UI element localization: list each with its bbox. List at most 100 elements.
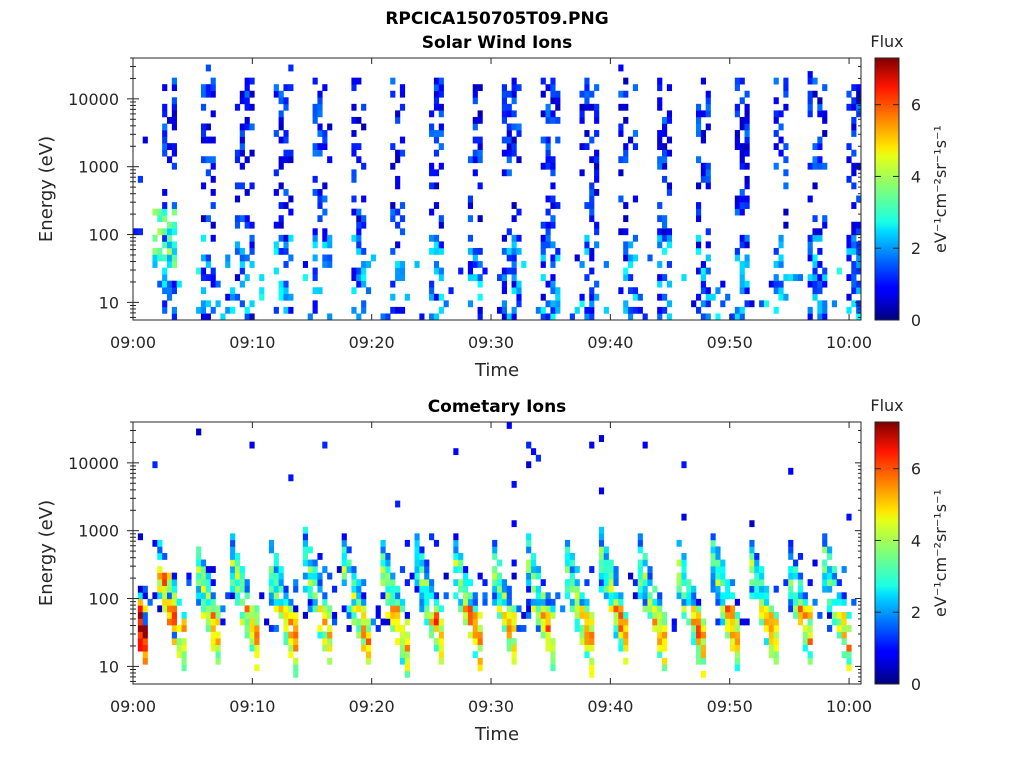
heatmap-cell bbox=[341, 546, 347, 554]
heatmap-cell bbox=[695, 110, 702, 118]
heatmap-cell bbox=[433, 103, 440, 111]
heatmap-cell bbox=[812, 293, 818, 301]
heatmap-cell bbox=[851, 169, 857, 177]
heatmap-cell bbox=[278, 605, 284, 613]
heatmap-cell bbox=[501, 598, 507, 606]
heatmap-cell bbox=[351, 77, 357, 85]
heatmap-cell bbox=[390, 572, 396, 580]
colorbar-tick-label: 2 bbox=[911, 239, 921, 258]
heatmap-cell bbox=[550, 215, 556, 223]
heatmap-cell bbox=[666, 280, 673, 288]
heatmap-cell bbox=[768, 638, 774, 645]
heatmap-cell bbox=[200, 300, 207, 308]
heatmap-cell bbox=[351, 103, 357, 111]
heatmap-cell bbox=[166, 228, 173, 236]
heatmap-cell bbox=[181, 625, 187, 632]
heatmap-cell bbox=[540, 162, 546, 170]
heatmap-cell bbox=[739, 97, 745, 105]
heatmap-cell bbox=[807, 306, 813, 314]
heatmap-cell bbox=[278, 156, 284, 164]
heatmap-cell bbox=[754, 559, 760, 567]
heatmap-cell bbox=[399, 306, 406, 314]
heatmap-cell bbox=[244, 90, 250, 98]
heatmap-cell bbox=[676, 585, 682, 593]
heatmap-cell bbox=[744, 90, 750, 98]
heatmap-cell bbox=[380, 566, 386, 573]
heatmap-cell bbox=[623, 77, 629, 85]
heatmap-cell bbox=[594, 116, 600, 124]
heatmap-cell bbox=[749, 520, 755, 528]
heatmap-cell bbox=[322, 598, 328, 606]
heatmap-cell bbox=[399, 149, 406, 157]
heatmap-cell bbox=[550, 644, 556, 652]
heatmap-cell bbox=[210, 598, 216, 606]
heatmap-cell bbox=[458, 553, 464, 560]
heatmap-cell bbox=[385, 598, 391, 606]
heatmap-cell bbox=[142, 657, 148, 665]
heatmap-cell bbox=[497, 572, 503, 580]
heatmap-cell bbox=[715, 287, 721, 295]
heatmap-cell bbox=[152, 261, 158, 268]
x-tick-label: 10:00 bbox=[826, 333, 872, 352]
heatmap-cell bbox=[171, 572, 177, 580]
heatmap-cell bbox=[210, 189, 216, 196]
heatmap-cell bbox=[351, 149, 357, 157]
heatmap-cell bbox=[734, 247, 740, 255]
heatmap-cell bbox=[535, 625, 541, 632]
heatmap-cell bbox=[589, 215, 595, 223]
heatmap-cell bbox=[302, 585, 309, 593]
heatmap-cell bbox=[395, 110, 401, 118]
heatmap-cell bbox=[734, 202, 740, 209]
heatmap-cell bbox=[438, 306, 444, 314]
heatmap-cell bbox=[429, 592, 435, 600]
heatmap-cell bbox=[312, 110, 318, 118]
heatmap-cell bbox=[142, 605, 148, 613]
heatmap-cell bbox=[734, 631, 740, 639]
heatmap-cell bbox=[763, 605, 770, 613]
heatmap-cell bbox=[817, 110, 823, 118]
heatmap-cell bbox=[166, 585, 173, 593]
heatmap-cell bbox=[827, 585, 833, 593]
heatmap-cell bbox=[773, 625, 779, 632]
heatmap-cell bbox=[720, 300, 726, 308]
heatmap-cell bbox=[317, 202, 323, 209]
heatmap-cell bbox=[662, 143, 668, 150]
heatmap-cell bbox=[356, 247, 362, 255]
heatmap-cell bbox=[812, 228, 818, 236]
heatmap-cell bbox=[239, 143, 245, 150]
heatmap-cell bbox=[395, 592, 401, 600]
heatmap-cell bbox=[768, 605, 774, 613]
heatmap-cell bbox=[302, 559, 309, 567]
heatmap-cell bbox=[695, 611, 702, 619]
heatmap-cell bbox=[851, 228, 857, 236]
heatmap-cell bbox=[662, 162, 668, 170]
heatmap-cell bbox=[322, 254, 328, 262]
heatmap-cell bbox=[331, 611, 338, 619]
heatmap-cell bbox=[827, 605, 833, 613]
heatmap-cell bbox=[715, 618, 721, 626]
heatmap-cell bbox=[700, 670, 706, 678]
heatmap-cell bbox=[729, 605, 736, 613]
heatmap-cell bbox=[637, 559, 643, 567]
heatmap-cell bbox=[759, 592, 765, 600]
solar-wind-heatmap bbox=[133, 64, 861, 320]
heatmap-cell bbox=[511, 261, 517, 268]
heatmap-cell bbox=[268, 579, 275, 587]
heatmap-cell bbox=[312, 306, 318, 314]
heatmap-cell bbox=[773, 110, 779, 118]
heatmap-cell bbox=[812, 287, 818, 295]
heatmap-cell bbox=[637, 539, 643, 547]
heatmap-cell bbox=[317, 123, 323, 131]
heatmap-cell bbox=[497, 274, 503, 281]
heatmap-cell bbox=[822, 579, 828, 587]
heatmap-cell bbox=[700, 162, 706, 170]
heatmap-cell bbox=[594, 130, 600, 137]
heatmap-cell bbox=[501, 116, 507, 124]
heatmap-cell bbox=[142, 651, 148, 659]
heatmap-cell bbox=[327, 254, 333, 262]
heatmap-cell bbox=[705, 162, 711, 170]
heatmap-cell bbox=[822, 306, 828, 314]
heatmap-cell bbox=[535, 585, 541, 593]
heatmap-cell bbox=[623, 631, 629, 639]
